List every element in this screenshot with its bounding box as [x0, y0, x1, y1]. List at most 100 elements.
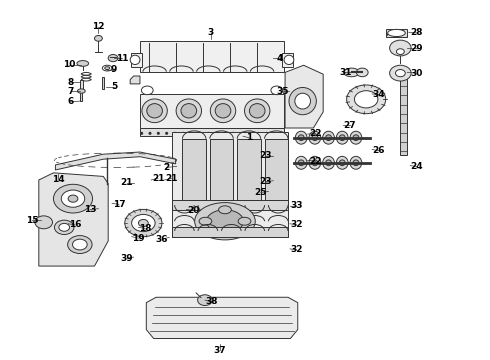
- Ellipse shape: [61, 190, 85, 207]
- Ellipse shape: [326, 135, 331, 140]
- Ellipse shape: [54, 220, 74, 234]
- Ellipse shape: [197, 295, 212, 306]
- Ellipse shape: [130, 55, 140, 64]
- Text: 38: 38: [205, 297, 218, 306]
- Ellipse shape: [147, 104, 162, 118]
- Text: 1: 1: [246, 133, 252, 142]
- Text: 9: 9: [111, 65, 117, 74]
- Text: 21: 21: [152, 174, 164, 183]
- Ellipse shape: [353, 135, 359, 140]
- Ellipse shape: [339, 135, 345, 140]
- Ellipse shape: [309, 156, 321, 169]
- Polygon shape: [80, 91, 82, 101]
- Text: 35: 35: [276, 86, 289, 95]
- Ellipse shape: [59, 224, 70, 231]
- Ellipse shape: [295, 131, 307, 144]
- Ellipse shape: [176, 99, 201, 123]
- Text: 15: 15: [26, 216, 39, 225]
- Polygon shape: [182, 139, 206, 200]
- Ellipse shape: [354, 91, 378, 108]
- Polygon shape: [130, 76, 140, 84]
- Text: 22: 22: [310, 157, 322, 166]
- Ellipse shape: [219, 206, 231, 214]
- Ellipse shape: [298, 160, 304, 166]
- Text: 2: 2: [164, 163, 170, 172]
- Text: 10: 10: [63, 60, 75, 69]
- Ellipse shape: [77, 60, 89, 66]
- Text: 20: 20: [188, 206, 200, 215]
- Ellipse shape: [295, 156, 307, 169]
- Text: 23: 23: [259, 177, 272, 186]
- Polygon shape: [237, 139, 261, 200]
- Polygon shape: [131, 53, 143, 67]
- Ellipse shape: [139, 220, 148, 226]
- Polygon shape: [102, 77, 104, 89]
- Ellipse shape: [219, 229, 231, 237]
- Ellipse shape: [323, 131, 334, 144]
- Text: 30: 30: [411, 69, 423, 78]
- Ellipse shape: [395, 69, 405, 77]
- Text: 3: 3: [208, 28, 214, 37]
- Ellipse shape: [309, 131, 321, 144]
- Polygon shape: [210, 139, 233, 200]
- Ellipse shape: [339, 160, 345, 166]
- Text: 12: 12: [92, 22, 105, 31]
- Text: 24: 24: [411, 162, 423, 171]
- Polygon shape: [386, 29, 407, 37]
- Ellipse shape: [249, 104, 265, 118]
- Text: 28: 28: [411, 28, 423, 37]
- Ellipse shape: [289, 87, 317, 115]
- Text: 34: 34: [372, 90, 385, 99]
- Text: 32: 32: [290, 220, 302, 229]
- Text: 6: 6: [68, 97, 74, 106]
- Text: 8: 8: [68, 78, 74, 87]
- Ellipse shape: [353, 160, 359, 166]
- Ellipse shape: [102, 65, 112, 71]
- Ellipse shape: [388, 30, 405, 37]
- Polygon shape: [265, 139, 288, 200]
- Ellipse shape: [132, 215, 155, 231]
- Text: 17: 17: [113, 200, 125, 209]
- Polygon shape: [140, 94, 284, 128]
- Polygon shape: [172, 227, 288, 237]
- Text: 36: 36: [156, 235, 168, 244]
- Ellipse shape: [312, 135, 318, 140]
- Ellipse shape: [396, 49, 404, 54]
- Ellipse shape: [125, 210, 162, 237]
- Polygon shape: [400, 75, 407, 155]
- Text: 27: 27: [343, 121, 356, 130]
- Text: 26: 26: [372, 146, 385, 155]
- Text: 22: 22: [310, 129, 322, 138]
- Ellipse shape: [68, 235, 92, 253]
- Ellipse shape: [53, 184, 93, 213]
- Text: 25: 25: [254, 188, 267, 197]
- Ellipse shape: [35, 216, 52, 229]
- Text: 5: 5: [111, 82, 117, 91]
- Ellipse shape: [336, 156, 348, 169]
- Polygon shape: [285, 65, 323, 128]
- Text: 21: 21: [121, 178, 133, 187]
- Text: 23: 23: [259, 151, 272, 160]
- Ellipse shape: [105, 67, 110, 69]
- Polygon shape: [172, 132, 288, 237]
- Ellipse shape: [350, 156, 362, 169]
- Polygon shape: [80, 80, 83, 90]
- Text: 11: 11: [116, 54, 128, 63]
- Polygon shape: [55, 152, 175, 170]
- Text: 29: 29: [411, 44, 423, 53]
- Text: 39: 39: [121, 254, 133, 263]
- Ellipse shape: [142, 99, 167, 123]
- Ellipse shape: [390, 40, 411, 56]
- Ellipse shape: [95, 36, 102, 41]
- Ellipse shape: [199, 217, 212, 225]
- Ellipse shape: [68, 195, 78, 202]
- Ellipse shape: [350, 131, 362, 144]
- Ellipse shape: [215, 104, 231, 118]
- Ellipse shape: [284, 55, 294, 64]
- Ellipse shape: [238, 217, 251, 225]
- Text: 21: 21: [166, 174, 178, 183]
- Ellipse shape: [390, 65, 411, 81]
- Ellipse shape: [108, 54, 118, 62]
- Polygon shape: [140, 41, 284, 72]
- Ellipse shape: [326, 160, 331, 166]
